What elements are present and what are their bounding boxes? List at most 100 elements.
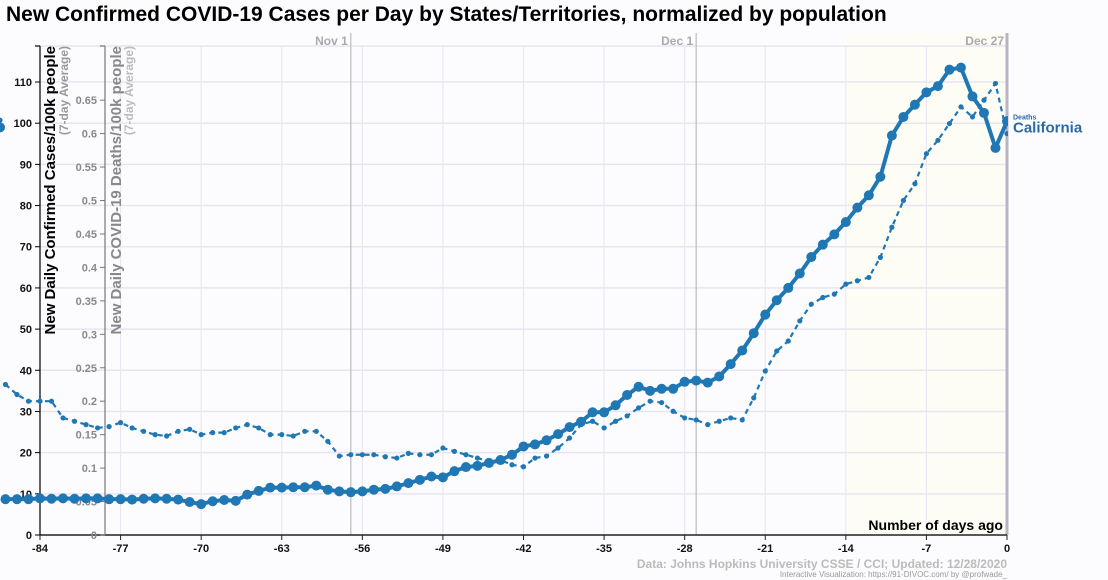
deaths-point: [543, 453, 550, 459]
series-label-california: California: [1013, 119, 1083, 136]
deaths-point: [221, 430, 227, 436]
deaths-point: [532, 455, 538, 461]
cases-point: [414, 474, 425, 485]
deaths-point: [129, 425, 135, 431]
cases-point: [161, 493, 172, 504]
deaths-point: [912, 181, 918, 187]
cases-point: [898, 112, 909, 123]
deaths-point: [797, 318, 803, 324]
cases-point: [138, 493, 149, 504]
deaths-point: [612, 418, 619, 424]
cases-point: [299, 482, 310, 493]
deaths-point: [48, 398, 55, 404]
deaths-point: [198, 432, 204, 438]
deaths-point: [210, 430, 216, 436]
cases-point: [932, 81, 943, 92]
cases-point: [368, 484, 379, 495]
deaths-point: [854, 278, 860, 284]
x-tick-label: -77: [113, 543, 129, 555]
deaths-point: [843, 281, 849, 287]
y-tick-label-cases: 0: [26, 530, 32, 542]
y-tick-label-deaths: 0.2: [82, 396, 97, 408]
deaths-point: [290, 433, 296, 439]
deaths-point: [94, 425, 101, 431]
deaths-point: [659, 399, 665, 406]
cases-point: [886, 130, 897, 141]
cases-point: [714, 371, 725, 382]
x-tick-label: 0: [1004, 543, 1010, 555]
deaths-point: [705, 422, 711, 428]
x-tick-label: -7: [922, 543, 932, 555]
y-tick-label-deaths: 0.25: [76, 363, 97, 375]
cases-point: [990, 142, 1001, 153]
y-tick-label-cases: 80: [20, 201, 32, 213]
deaths-point: [428, 452, 435, 458]
deaths-point: [244, 422, 250, 428]
x-axis-label: Number of days ago: [868, 517, 1003, 533]
cases-point: [403, 478, 414, 489]
cases-point: [840, 217, 851, 228]
deaths-line: [4, 82, 1008, 468]
y-tick-label-cases: 60: [20, 283, 32, 295]
deaths-point: [463, 452, 469, 458]
deaths-point: [106, 424, 112, 430]
deaths-point: [877, 254, 883, 260]
series-deaths: [0, 80, 1008, 470]
deaths-point: [636, 405, 642, 411]
cases-point: [518, 441, 529, 452]
deaths-point: [417, 452, 423, 458]
credit-link[interactable]: Interactive Visualization: https://91-DI…: [780, 570, 1008, 579]
deaths-point: [900, 197, 906, 204]
y-axis-sublabel-deaths: (7-day Average): [122, 46, 136, 135]
x-tick-label: -14: [838, 543, 855, 555]
deaths-point: [624, 413, 630, 419]
cases-point: [242, 489, 253, 500]
y-tick-label-cases: 50: [20, 324, 32, 336]
deaths-point: [83, 422, 89, 428]
y-tick-label-cases: 20: [20, 448, 32, 460]
cases-point: [829, 229, 840, 240]
deaths-point: [141, 428, 147, 434]
cases-point: [219, 494, 230, 505]
cases-point: [23, 494, 34, 505]
date-marker-label: Dec 1: [661, 34, 693, 48]
deaths-point: [497, 457, 504, 463]
deaths-point: [2, 381, 9, 388]
cases-point: [599, 407, 610, 418]
deaths-point: [25, 398, 32, 404]
cases-point: [725, 359, 736, 370]
deaths-point: [509, 462, 515, 468]
cases-point: [863, 190, 874, 201]
cases-point: [702, 377, 713, 388]
cases-point: [207, 496, 218, 507]
cases-point: [806, 252, 817, 263]
deaths-point: [992, 80, 999, 87]
cases-point: [564, 422, 575, 433]
deaths-point: [589, 418, 596, 424]
cases-point: [472, 460, 483, 471]
deaths-point: [0, 117, 3, 123]
deaths-point: [348, 452, 354, 458]
y-axis-label-cases: New Daily Confirmed Cases/100k people: [42, 46, 59, 334]
cases-point: [104, 494, 115, 505]
y-tick-label-deaths: 0.45: [76, 229, 97, 241]
deaths-point: [451, 448, 458, 454]
deaths-point: [60, 415, 66, 421]
cases-point: [184, 497, 195, 508]
deaths-point: [774, 348, 780, 354]
deaths-point: [923, 151, 930, 157]
cases-point: [622, 389, 633, 400]
cases-point: [852, 202, 863, 213]
deaths-point: [440, 445, 446, 451]
cases-point: [35, 493, 45, 504]
y-tick-label-cases: 30: [20, 406, 32, 418]
deaths-point: [382, 454, 388, 460]
cases-point: [288, 482, 299, 493]
deaths-point: [359, 452, 365, 458]
x-tick-label: -42: [516, 543, 532, 555]
deaths-point: [405, 450, 411, 456]
deaths-point: [313, 428, 319, 434]
cases-point: [357, 486, 368, 497]
deaths-point: [486, 458, 492, 465]
